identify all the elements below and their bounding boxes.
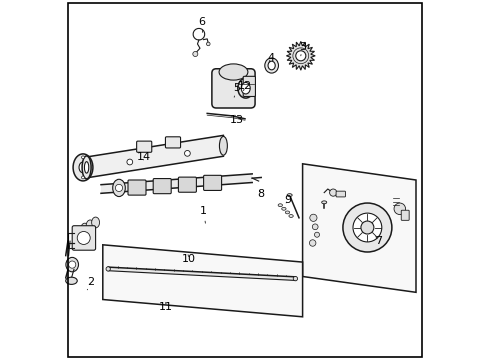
Text: 7: 7 <box>375 236 382 246</box>
Text: 6: 6 <box>198 17 205 32</box>
Text: 1: 1 <box>200 206 207 223</box>
Ellipse shape <box>81 156 84 159</box>
Ellipse shape <box>79 162 87 173</box>
Ellipse shape <box>66 277 77 284</box>
Text: 5: 5 <box>233 83 240 97</box>
Text: 3: 3 <box>299 42 306 56</box>
Text: 2: 2 <box>87 276 95 290</box>
Circle shape <box>312 224 318 230</box>
Ellipse shape <box>82 156 91 179</box>
Ellipse shape <box>285 211 290 214</box>
Circle shape <box>394 203 406 215</box>
Ellipse shape <box>220 136 227 155</box>
FancyBboxPatch shape <box>243 76 255 96</box>
Ellipse shape <box>238 78 254 98</box>
Text: 12: 12 <box>238 81 252 91</box>
Text: 13: 13 <box>229 114 244 125</box>
FancyBboxPatch shape <box>72 226 96 250</box>
FancyBboxPatch shape <box>204 175 221 190</box>
Polygon shape <box>286 41 315 70</box>
Ellipse shape <box>66 257 78 272</box>
Circle shape <box>343 203 392 252</box>
Circle shape <box>330 189 337 196</box>
Circle shape <box>361 221 374 234</box>
FancyBboxPatch shape <box>212 69 255 108</box>
Polygon shape <box>103 245 303 317</box>
Ellipse shape <box>92 217 99 228</box>
Circle shape <box>353 213 382 242</box>
Ellipse shape <box>293 276 297 281</box>
Ellipse shape <box>282 207 286 210</box>
Text: 8: 8 <box>258 189 265 199</box>
Ellipse shape <box>265 58 278 73</box>
Ellipse shape <box>81 176 84 179</box>
Circle shape <box>310 240 316 246</box>
Circle shape <box>69 261 76 268</box>
Ellipse shape <box>86 220 94 231</box>
FancyBboxPatch shape <box>166 137 180 148</box>
Ellipse shape <box>113 179 125 197</box>
Circle shape <box>116 184 122 192</box>
FancyBboxPatch shape <box>401 210 409 220</box>
Circle shape <box>77 231 90 244</box>
Ellipse shape <box>289 215 293 217</box>
FancyBboxPatch shape <box>153 179 171 194</box>
Polygon shape <box>303 164 416 292</box>
Ellipse shape <box>268 61 275 70</box>
Text: 14: 14 <box>136 152 150 162</box>
Text: 9: 9 <box>285 195 292 205</box>
Circle shape <box>310 214 317 221</box>
Circle shape <box>193 51 198 57</box>
Ellipse shape <box>106 267 110 271</box>
Circle shape <box>185 150 190 156</box>
Text: 10: 10 <box>182 254 196 264</box>
FancyBboxPatch shape <box>336 191 345 197</box>
Ellipse shape <box>287 194 292 197</box>
FancyBboxPatch shape <box>178 177 196 192</box>
Text: 11: 11 <box>159 302 173 312</box>
Ellipse shape <box>321 201 327 204</box>
Circle shape <box>127 159 133 165</box>
FancyBboxPatch shape <box>137 141 152 152</box>
Polygon shape <box>101 174 252 193</box>
Ellipse shape <box>219 64 248 80</box>
Text: 4: 4 <box>268 53 274 63</box>
Circle shape <box>296 51 306 61</box>
Polygon shape <box>87 135 223 178</box>
Circle shape <box>315 232 319 237</box>
Ellipse shape <box>73 154 93 181</box>
Ellipse shape <box>278 204 282 207</box>
Circle shape <box>206 42 210 46</box>
Ellipse shape <box>241 82 250 94</box>
Ellipse shape <box>75 227 83 238</box>
FancyBboxPatch shape <box>128 180 146 195</box>
Ellipse shape <box>84 162 89 173</box>
Ellipse shape <box>81 223 89 234</box>
Polygon shape <box>108 267 295 280</box>
